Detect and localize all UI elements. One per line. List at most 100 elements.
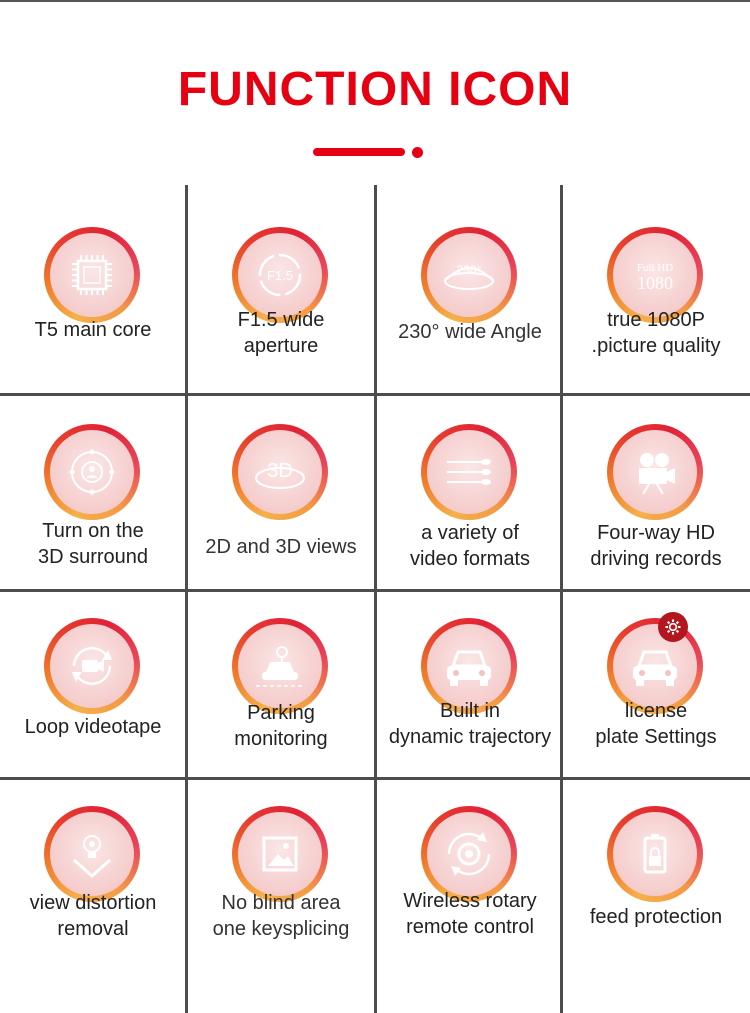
full-hd-icon: Full HD 1080 bbox=[613, 233, 697, 317]
loop-record-icon bbox=[50, 624, 134, 708]
aperture-icon: F1.5 bbox=[238, 233, 322, 317]
feature-label: view distortion removal bbox=[0, 890, 186, 942]
feature-label-line: driving records bbox=[590, 548, 722, 570]
feature-label-line: a variety of bbox=[421, 522, 519, 544]
parking-monitor-icon bbox=[238, 624, 322, 708]
feature-grid bbox=[0, 185, 750, 1013]
feature-cell: Turn on the 3D surround bbox=[0, 396, 186, 596]
3d-view-icon: 3D bbox=[238, 430, 322, 514]
grid-divider bbox=[560, 185, 563, 1013]
projector-icon bbox=[613, 430, 697, 514]
wide-angle-icon: 230° bbox=[427, 233, 511, 317]
icon-badge bbox=[607, 806, 703, 902]
feature-cell: Four-way HD driving records bbox=[563, 396, 749, 596]
grid-divider bbox=[0, 393, 750, 396]
grid-divider bbox=[0, 589, 750, 592]
feature-label: Four-way HD driving records bbox=[563, 520, 749, 572]
feature-label-line: Four-way HD bbox=[597, 522, 715, 544]
feature-label: T5 main core bbox=[0, 317, 186, 343]
feature-label-line: Parking bbox=[247, 702, 315, 724]
feature-label-line: .picture quality bbox=[591, 335, 721, 357]
icon-badge bbox=[44, 424, 140, 520]
feature-label-line: dynamic trajectory bbox=[388, 726, 552, 748]
feature-label: license plate Settings bbox=[563, 698, 749, 750]
feature-label: Parking monitoring bbox=[188, 700, 374, 752]
feature-cell: Wireless rotary remote control bbox=[377, 780, 563, 980]
full-hd-icon-text: Full HD bbox=[637, 262, 673, 274]
full-hd-icon-number: 1080 bbox=[637, 273, 673, 293]
icon-badge bbox=[232, 806, 328, 902]
icon-badge: F1.5 bbox=[232, 227, 328, 323]
feature-label-line: removal bbox=[57, 918, 129, 940]
video-formats-icon bbox=[427, 430, 511, 514]
icon-badge: 3D bbox=[232, 424, 328, 520]
grid-divider bbox=[0, 777, 750, 780]
icon-badge bbox=[421, 424, 517, 520]
feature-cell: Parking monitoring bbox=[188, 592, 374, 792]
feature-label-line: Loop videotape bbox=[24, 716, 162, 738]
aperture-icon-text: F1.5 bbox=[267, 268, 293, 283]
feature-label-line: one keysplicing bbox=[212, 918, 350, 940]
feature-label: feed protection bbox=[563, 904, 749, 930]
feature-label: 230° wide Angle bbox=[377, 319, 563, 345]
feature-cell: No blind area one keysplicing bbox=[188, 780, 374, 980]
feature-label-line: 3D surround bbox=[37, 546, 149, 568]
icon-badge bbox=[607, 618, 703, 714]
icon-badge bbox=[421, 618, 517, 714]
feature-label: true 1080P .picture quality bbox=[563, 307, 749, 359]
feature-cell: Loop videotape bbox=[0, 592, 186, 792]
title-underline-dot bbox=[412, 147, 423, 158]
top-border bbox=[0, 0, 750, 2]
icon-badge bbox=[607, 424, 703, 520]
feature-label-line: 230° wide Angle bbox=[398, 321, 542, 343]
feature-label: Built in dynamic trajectory bbox=[377, 698, 563, 750]
feature-label-line: T5 main core bbox=[34, 319, 152, 341]
icon-badge: 230° bbox=[421, 227, 517, 323]
3d-view-icon-text: 3D bbox=[267, 460, 293, 482]
feature-label-line: Built in bbox=[439, 700, 501, 722]
feature-label-line: plate Settings bbox=[595, 726, 717, 748]
feature-label-line: license bbox=[624, 700, 688, 722]
distortion-icon bbox=[50, 812, 134, 896]
feature-label-line: remote control bbox=[406, 916, 534, 938]
feature-label-line: monitoring bbox=[234, 728, 328, 750]
feature-label-line: No blind area bbox=[221, 892, 341, 914]
feature-cell: a variety of video formats bbox=[377, 396, 563, 596]
feature-label: 2D and 3D views bbox=[188, 534, 374, 560]
icon-badge bbox=[421, 806, 517, 902]
feature-label: Wireless rotary remote control bbox=[377, 888, 563, 940]
feature-label-line: view distortion bbox=[29, 892, 157, 914]
chip-icon bbox=[50, 233, 134, 317]
gear-icon bbox=[658, 612, 688, 642]
feature-cell: F1.5 F1.5 wide aperture bbox=[188, 185, 374, 385]
feature-cell: view distortion removal bbox=[0, 780, 186, 980]
feature-cell: license plate Settings bbox=[563, 592, 749, 792]
feature-cell: feed protection bbox=[563, 780, 749, 980]
grid-divider bbox=[374, 185, 377, 1013]
feature-label-line: video formats bbox=[409, 548, 531, 570]
feature-cell: 3D 2D and 3D views bbox=[188, 396, 374, 596]
icon-badge: Full HD 1080 bbox=[607, 227, 703, 323]
feature-label: a variety of video formats bbox=[377, 520, 563, 572]
feature-cell: 230° 230° wide Angle bbox=[377, 185, 563, 385]
rotary-remote-icon bbox=[427, 812, 511, 896]
feature-cell: Built in dynamic trajectory bbox=[377, 592, 563, 792]
feature-cell: Full HD 1080 true 1080P .picture quality bbox=[563, 185, 749, 385]
feature-label: No blind area one keysplicing bbox=[188, 890, 374, 942]
wide-angle-icon-text: 230° bbox=[457, 263, 482, 277]
icon-badge bbox=[44, 227, 140, 323]
page-title: FUNCTION ICON bbox=[177, 63, 573, 116]
icon-badge bbox=[232, 618, 328, 714]
image-splice-icon bbox=[238, 812, 322, 896]
icon-badge bbox=[44, 618, 140, 714]
feature-label-line: feed protection bbox=[589, 906, 723, 928]
grid-divider bbox=[185, 185, 188, 1013]
feature-label-line: 2D and 3D views bbox=[205, 536, 357, 558]
feature-cell: T5 main core bbox=[0, 185, 186, 385]
battery-lock-icon bbox=[613, 812, 697, 896]
feature-label: F1.5 wide aperture bbox=[188, 307, 374, 359]
feature-label-line: Wireless rotary bbox=[403, 890, 537, 912]
title-underline bbox=[313, 148, 405, 156]
feature-label-line: F1.5 wide bbox=[237, 309, 325, 331]
surround-view-icon bbox=[50, 430, 134, 514]
